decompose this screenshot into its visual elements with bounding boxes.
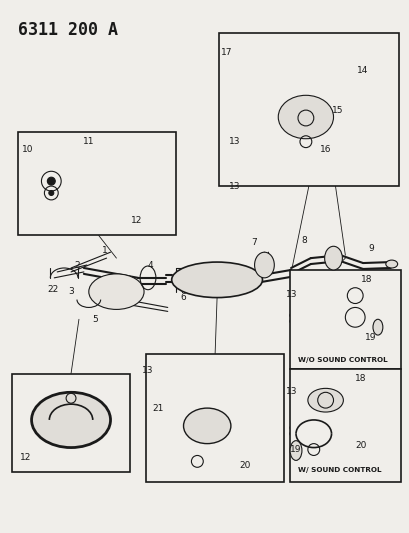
Bar	[146, 354, 283, 482]
Ellipse shape	[254, 252, 274, 278]
Text: 17: 17	[221, 49, 232, 58]
Text: 12: 12	[130, 216, 142, 225]
Bar	[12, 374, 130, 472]
Text: 7: 7	[251, 238, 257, 247]
Ellipse shape	[31, 392, 110, 448]
Bar	[18, 132, 175, 236]
Text: 3: 3	[68, 287, 74, 296]
Text: 13: 13	[229, 182, 240, 191]
Text: 18: 18	[355, 374, 366, 383]
Text: 1: 1	[101, 246, 107, 255]
Text: 15: 15	[331, 106, 342, 115]
Ellipse shape	[290, 441, 301, 461]
Bar	[218, 33, 398, 186]
Text: 18: 18	[360, 276, 372, 284]
Text: 13: 13	[285, 290, 297, 299]
Ellipse shape	[324, 246, 342, 270]
Text: 13: 13	[285, 387, 297, 396]
Text: W/O SOUND CONTROL: W/O SOUND CONTROL	[297, 357, 387, 363]
Text: 11: 11	[83, 137, 94, 146]
Bar	[290, 369, 400, 482]
Text: 9: 9	[367, 244, 373, 253]
Text: 4: 4	[147, 261, 153, 270]
Ellipse shape	[278, 95, 333, 139]
Text: 10: 10	[22, 145, 33, 154]
Circle shape	[49, 190, 54, 196]
Text: 16: 16	[319, 145, 330, 154]
Text: 14: 14	[357, 66, 368, 75]
Ellipse shape	[89, 274, 144, 310]
Text: 13: 13	[142, 366, 153, 375]
Text: W/ SOUND CONTROL: W/ SOUND CONTROL	[297, 467, 380, 473]
Ellipse shape	[385, 260, 397, 268]
Text: 6: 6	[180, 293, 186, 302]
Text: 20: 20	[355, 441, 366, 450]
Text: 21: 21	[152, 403, 163, 413]
Text: 22: 22	[47, 285, 59, 294]
Ellipse shape	[171, 262, 262, 297]
Text: 13: 13	[229, 137, 240, 146]
Text: 19: 19	[364, 333, 376, 342]
Ellipse shape	[372, 319, 382, 335]
Ellipse shape	[183, 408, 230, 443]
Circle shape	[47, 177, 55, 185]
Text: 5: 5	[92, 315, 97, 324]
Text: 20: 20	[238, 461, 250, 470]
Text: 2: 2	[74, 261, 80, 270]
Text: 12: 12	[20, 453, 31, 462]
Text: 19: 19	[290, 445, 301, 454]
Text: 8: 8	[300, 236, 306, 245]
Text: 6311 200 A: 6311 200 A	[18, 21, 117, 39]
Ellipse shape	[307, 389, 343, 412]
Bar	[290, 270, 400, 369]
